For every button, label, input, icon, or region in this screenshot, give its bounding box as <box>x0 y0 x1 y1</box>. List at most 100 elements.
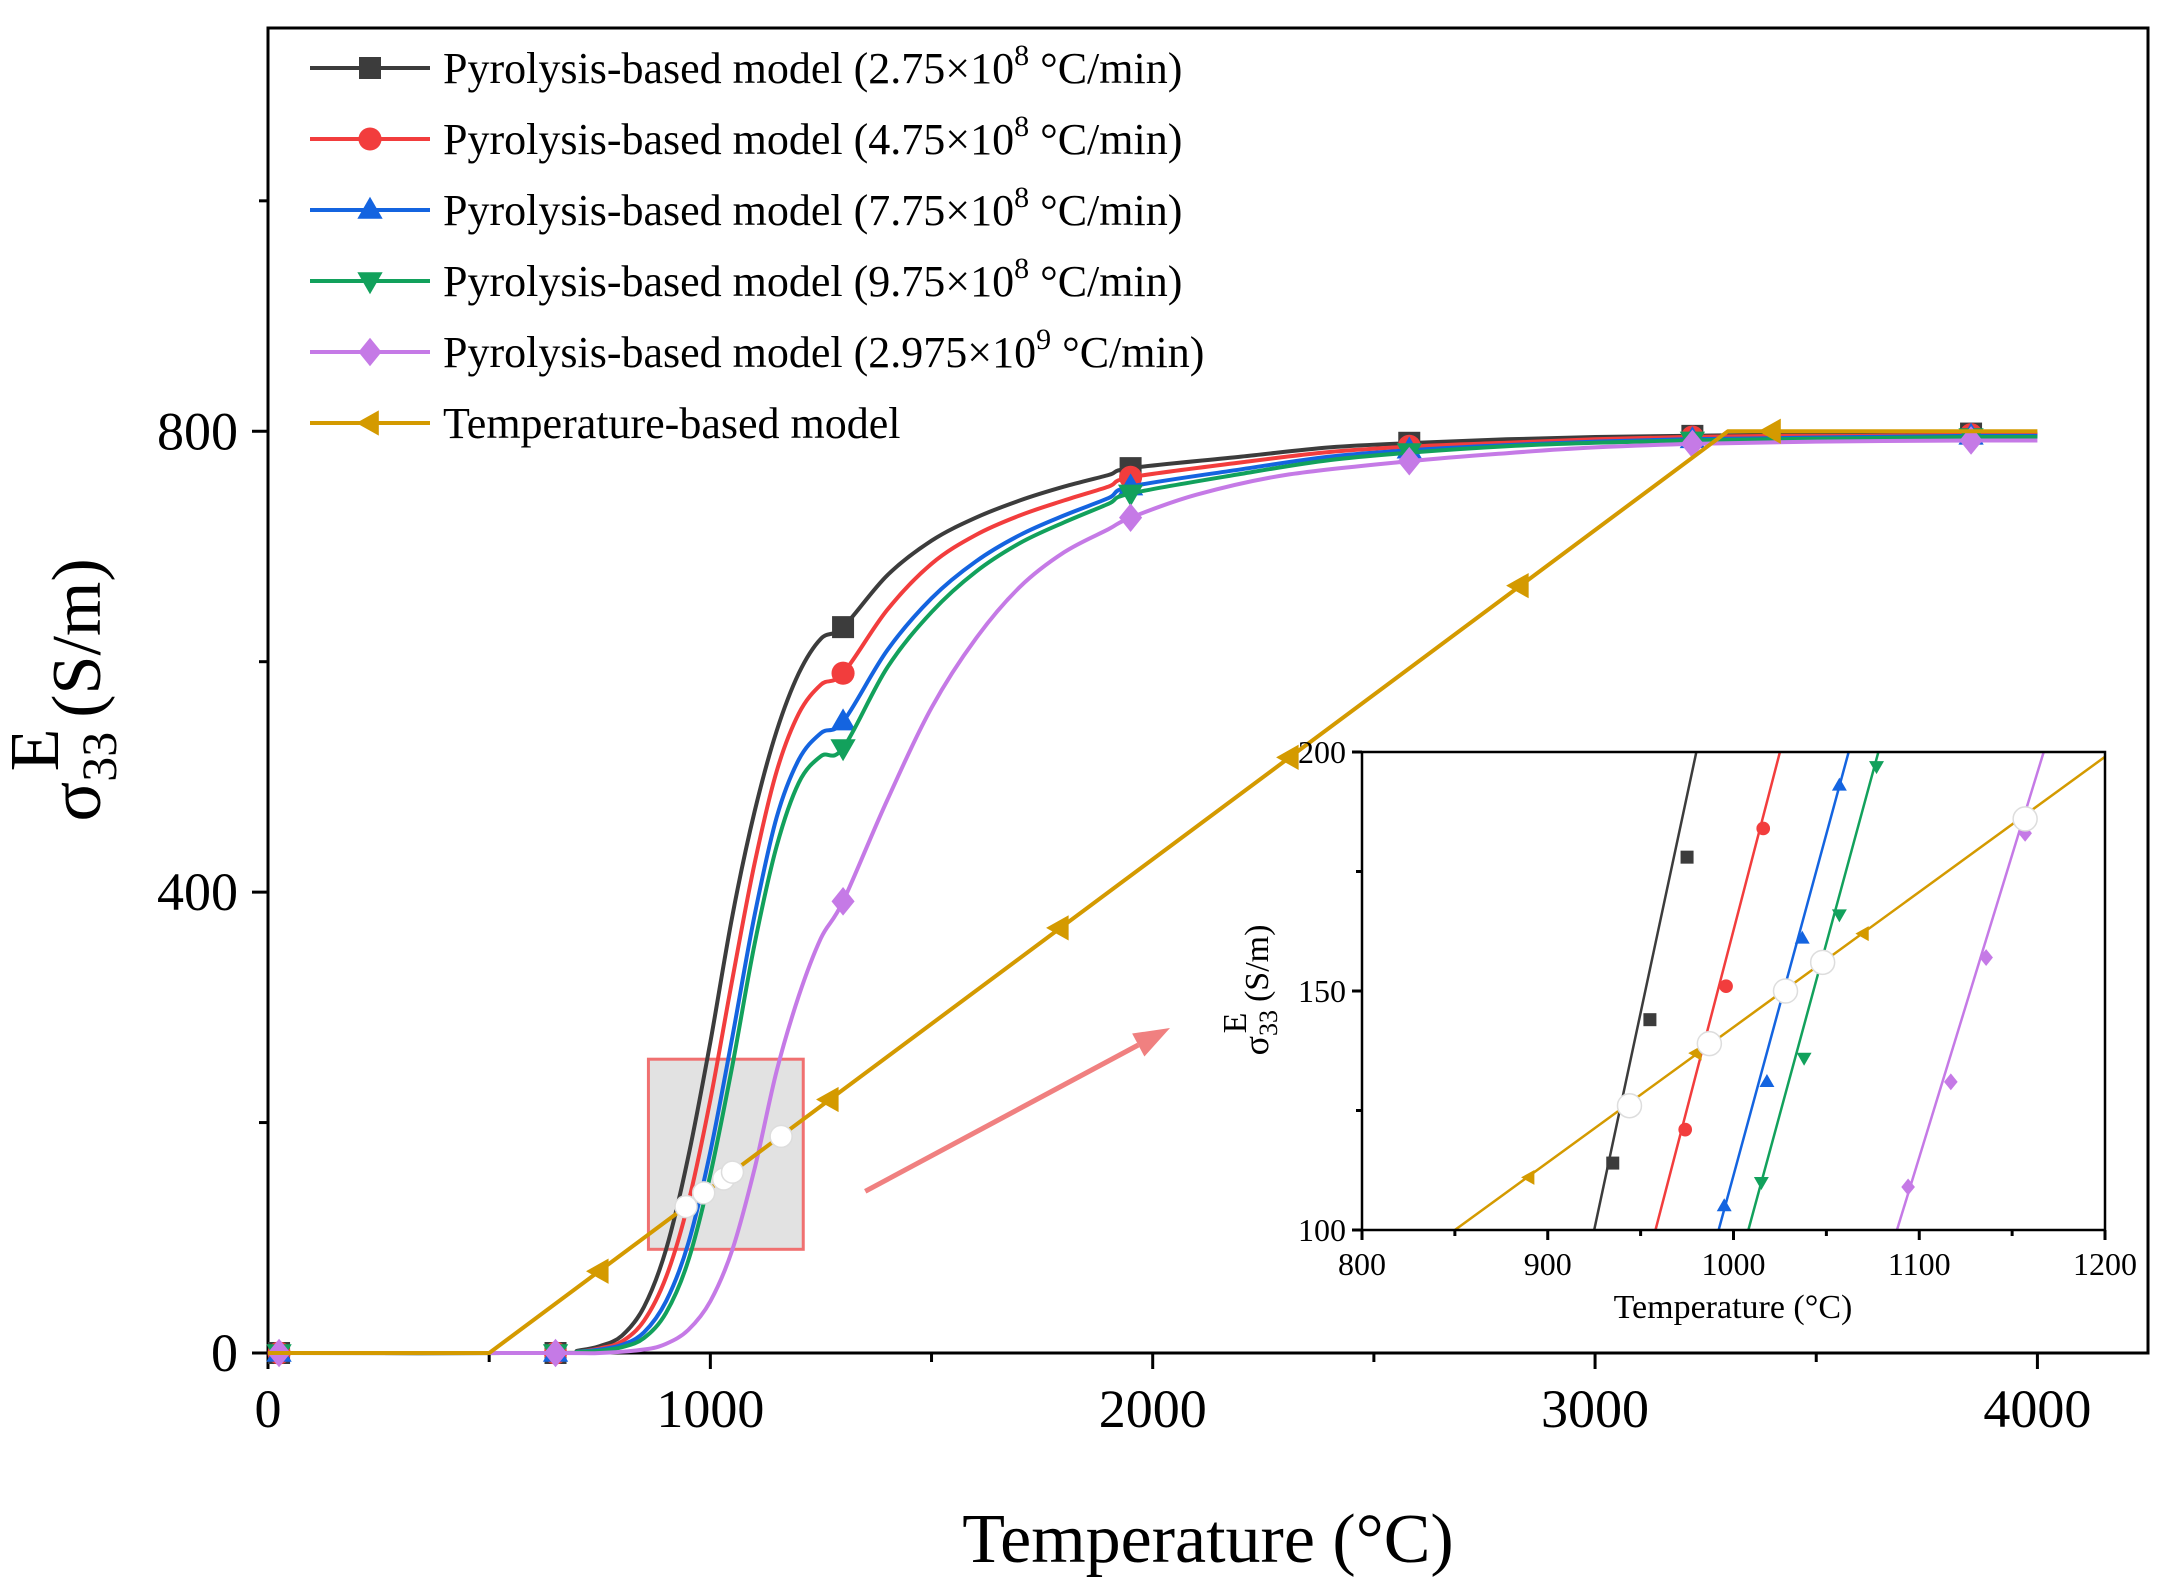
inset-series-9-75e8 <box>1747 752 1885 1230</box>
inset-data-point <box>1521 1169 1535 1185</box>
inset-data-point <box>1901 1178 1915 1196</box>
inset-intersection-point <box>1809 949 1836 976</box>
inset-background <box>1362 752 2105 1230</box>
legend-marker <box>358 337 382 367</box>
inset-y-tick-label: 100 <box>1298 1212 1346 1248</box>
legend-marker <box>358 127 382 151</box>
y-tick-label: 800 <box>157 401 238 461</box>
intersection-point <box>674 1194 698 1219</box>
legend-marker <box>357 196 383 219</box>
legend-item: Pyrolysis-based model (2.75×108 °C/min) <box>310 39 1182 93</box>
data-point <box>1397 446 1421 476</box>
inset-y-axis-superscript: E <box>1217 1013 1254 1034</box>
y-axis-unit: (S/m) <box>39 558 116 717</box>
main-x-ticks: 0 1000 2000 3000 4000 <box>255 1353 2091 1439</box>
inset-series-4-75e8 <box>1654 752 1782 1230</box>
inset-x-tick-label: 1200 <box>2073 1246 2137 1282</box>
inset-y-axis-symbol: σ <box>1236 1036 1276 1055</box>
x-tick-label: 1000 <box>656 1379 764 1439</box>
legend-marker <box>359 57 381 79</box>
x-tick-label: 3000 <box>1541 1379 1649 1439</box>
legend-label: Pyrolysis-based model (2.975×109 °C/min) <box>443 323 1204 377</box>
highlight-box <box>646 1057 805 1251</box>
legend-marker <box>357 272 383 295</box>
inset-x-tick-label: 1100 <box>1888 1246 1951 1282</box>
inset-series-2-75e8 <box>1592 752 1698 1230</box>
inset-series-line <box>1895 752 2045 1230</box>
inset-x-tick-label: 900 <box>1524 1246 1572 1282</box>
main-plot-frame <box>266 26 2150 1355</box>
legend-label: Pyrolysis-based model (9.75×108 °C/min) <box>443 252 1182 306</box>
main-axes: 0 1000 2000 3000 4000 0 400 800 <box>157 26 2150 1439</box>
inset-data-point <box>1794 930 1810 944</box>
inset-intersection-point <box>1772 978 1799 1004</box>
intersection-point <box>691 1181 716 1205</box>
legend-item: Pyrolysis-based model (9.75×108 °C/min) <box>310 252 1182 306</box>
inset-data-point <box>1979 949 1993 966</box>
inset-data-point <box>1678 1122 1693 1137</box>
zoom-arrow-shaft <box>864 1042 1140 1194</box>
legend-item: Pyrolysis-based model (4.75×108 °C/min) <box>310 110 1182 164</box>
series-temperature-based-model <box>268 418 2038 1355</box>
inset-data-point <box>1759 1074 1775 1088</box>
inset-y-tick-label: 200 <box>1298 734 1346 770</box>
x-tick-label: 0 <box>255 1379 282 1439</box>
data-point <box>830 708 856 731</box>
series-line <box>268 429 2038 1355</box>
data-point <box>586 1258 609 1284</box>
series-line <box>279 431 2038 1356</box>
data-point <box>1276 744 1299 770</box>
inset-data-point <box>1753 1177 1769 1190</box>
x-tick-label: 4000 <box>1983 1379 2091 1439</box>
data-point <box>830 739 856 762</box>
inset-y-ticks: 100 150 200 <box>1298 734 1362 1248</box>
legend-item: Pyrolysis-based model (2.975×109 °C/min) <box>310 323 1204 377</box>
svg-text:σ33(S/m): σ33 (S/m) <box>35 558 127 821</box>
inset-data-point <box>1944 1073 1958 1091</box>
legend-marker <box>356 410 379 436</box>
data-point <box>832 616 855 639</box>
legend-item: Temperature-based model <box>310 399 901 448</box>
zoom-arrow-head <box>1132 1028 1170 1057</box>
y-tick-label: 400 <box>157 862 238 922</box>
inset-data-point <box>1796 1052 1812 1066</box>
legend-label: Pyrolysis-based model (4.75×108 °C/min) <box>443 110 1182 164</box>
inset-data-point <box>1831 777 1847 791</box>
data-point <box>831 887 855 916</box>
main-series <box>266 418 2038 1368</box>
inset-data-point <box>1719 979 1733 994</box>
inset-data-point <box>1606 1156 1620 1170</box>
y-axis-subscript: 33 <box>71 732 127 782</box>
inset-intersection-point <box>2012 806 2038 832</box>
data-point <box>543 1338 568 1368</box>
data-point <box>1758 418 1781 444</box>
data-point <box>816 1086 839 1113</box>
inset-data-point <box>1855 926 1869 942</box>
legend: Pyrolysis-based model (2.75×108 °C/min) P… <box>310 39 1204 448</box>
legend-label: Temperature-based model <box>443 399 901 448</box>
inset-intersection-point <box>1616 1092 1643 1119</box>
inset-series <box>1454 752 2105 1230</box>
y-tick-label: 0 <box>211 1323 238 1383</box>
data-point <box>1506 573 1529 599</box>
series-line <box>279 432 2038 1356</box>
inset-intersection-points <box>1616 806 2038 1119</box>
intersection-point <box>769 1124 793 1149</box>
inset-x-axis-title: Temperature (°C) <box>1614 1289 1853 1326</box>
y-axis-symbol: σ <box>35 782 117 822</box>
legend-label: Pyrolysis-based model (2.75×108 °C/min) <box>443 39 1182 93</box>
main-y-ticks: 0 400 800 <box>157 199 268 1383</box>
inset-intersection-point <box>1696 1030 1723 1057</box>
inset-y-axis-unit: (S/m) <box>1239 925 1276 1002</box>
inset-data-point <box>1831 909 1847 923</box>
legend-label: Pyrolysis-based model (7.75×108 °C/min) <box>443 181 1182 235</box>
inset-series-line <box>1592 752 1698 1230</box>
inset-data-point <box>1643 1013 1657 1027</box>
inset-x-ticks: 800 900 1000 1100 1200 <box>1338 1230 2137 1282</box>
data-point <box>831 661 855 685</box>
inset-x-tick-label: 800 <box>1338 1246 1386 1282</box>
inset-chart: 800 900 1000 1100 1200 100 150 200 Temperature… <box>1217 734 2137 1326</box>
inset-data-point <box>1869 761 1885 775</box>
inset-y-tick-label: 150 <box>1298 973 1346 1009</box>
